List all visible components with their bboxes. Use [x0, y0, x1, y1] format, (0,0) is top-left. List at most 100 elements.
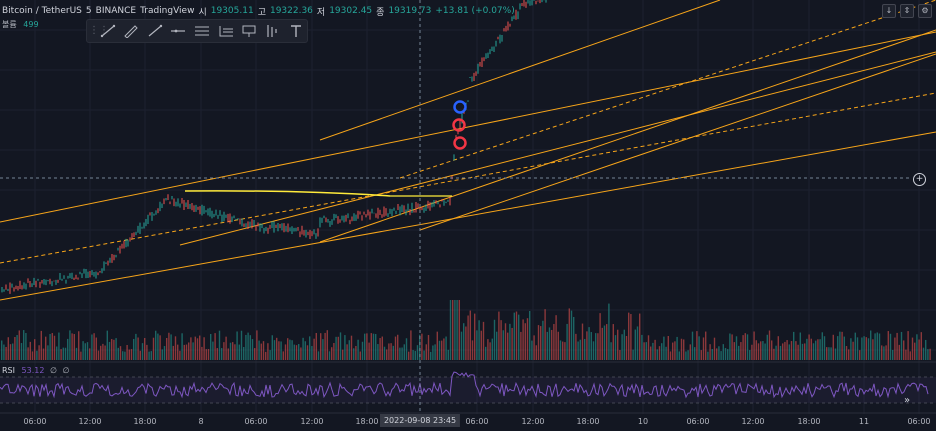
- volume-bar: [786, 340, 788, 360]
- volume-bar: [898, 344, 900, 360]
- volume-bars: [1, 300, 931, 360]
- dashed-trend-line: [399, 0, 936, 179]
- volume-bar: [425, 344, 427, 360]
- volume-bar: [542, 320, 544, 360]
- volume-bar: [31, 351, 34, 360]
- volume-bar: [357, 339, 359, 360]
- volume-bar: [212, 341, 214, 360]
- volume-bar: [689, 344, 691, 360]
- volume-bar: [544, 309, 546, 360]
- volume-bar: [14, 337, 16, 360]
- horizontal-ray-icon[interactable]: [168, 21, 190, 41]
- pencil-icon[interactable]: [121, 21, 143, 41]
- volume-bar: [218, 330, 221, 360]
- pair-name[interactable]: Bitcoin / TetherUS: [2, 6, 82, 16]
- volume-bar: [7, 337, 9, 360]
- volume-bar: [746, 334, 749, 360]
- volume-bar: [460, 331, 463, 360]
- volume-bar: [672, 342, 674, 360]
- volume-bar: [166, 337, 168, 360]
- source-name: TradingView: [140, 6, 195, 16]
- volume-bar: [925, 339, 927, 360]
- volume-bar: [773, 348, 775, 360]
- volume-bar: [929, 348, 931, 360]
- volume-bar: [287, 338, 289, 360]
- volume-bar: [738, 345, 740, 360]
- callout-icon[interactable]: [238, 21, 260, 41]
- volume-bar: [69, 330, 71, 360]
- volume-bar: [427, 335, 430, 360]
- high-value: 19322.36: [269, 6, 313, 16]
- volume-bar: [599, 313, 601, 360]
- volume-bar: [478, 320, 480, 360]
- volume-value: 499: [23, 20, 39, 29]
- time-axis[interactable]: 06:00 12:00 18:00 8 06:00 12:00 18:00 06:00 12:0…: [0, 414, 936, 431]
- volume-bar: [177, 344, 179, 360]
- time-tick: 12:00: [300, 417, 324, 426]
- circle-annotations[interactable]: [452, 100, 467, 150]
- volume-bar: [108, 341, 111, 360]
- scroll-down-icon[interactable]: ↓: [882, 4, 896, 18]
- volume-bar: [397, 334, 399, 360]
- add-alert-icon[interactable]: +: [913, 173, 926, 186]
- collapse-chevron-icon[interactable]: »: [904, 395, 911, 406]
- volume-bar: [346, 344, 348, 360]
- volume-bar: [181, 333, 183, 360]
- volume-bar: [304, 341, 306, 360]
- volume-bar: [883, 346, 885, 360]
- volume-bar: [434, 344, 436, 360]
- volume-bar: [892, 349, 894, 360]
- time-tick: 06:00: [244, 417, 268, 426]
- red-circle-marker: [452, 118, 466, 132]
- settings-icon[interactable]: ⚙: [918, 4, 932, 18]
- volume-bar: [586, 331, 588, 360]
- trend-line-icon[interactable]: [144, 21, 166, 41]
- volume-bar: [656, 349, 658, 360]
- volume-bar: [850, 338, 852, 360]
- trend-lines[interactable]: [0, 0, 936, 301]
- log-scale-icon[interactable]: ⇕: [900, 4, 914, 18]
- drag-handle-icon[interactable]: ⋮⋮: [89, 25, 109, 36]
- volume-bar: [870, 330, 872, 360]
- parallel-channel-icon[interactable]: [191, 21, 213, 41]
- volume-bar: [843, 336, 845, 360]
- trend-line: [319, 29, 936, 243]
- volume-bar: [755, 340, 757, 360]
- volume-bar: [588, 327, 590, 360]
- volume-bar: [25, 332, 27, 360]
- volume-bar: [27, 347, 29, 360]
- volume-bar: [535, 345, 537, 360]
- volume-bar: [555, 315, 557, 360]
- volume-bar: [872, 339, 874, 360]
- volume-bar: [916, 334, 918, 360]
- long-position-icon[interactable]: [262, 21, 284, 41]
- volume-bar: [911, 337, 914, 360]
- interval[interactable]: 5: [85, 6, 92, 16]
- rsi-line: [0, 371, 929, 399]
- volume-bar: [91, 334, 93, 360]
- volume-bar: [408, 351, 410, 360]
- text-icon[interactable]: [286, 21, 308, 41]
- volume-bar: [522, 319, 524, 360]
- volume-bar: [722, 344, 724, 360]
- volume-bar: [823, 336, 826, 360]
- volume-bar: [216, 348, 218, 360]
- volume-bar: [801, 343, 804, 360]
- volume-bar: [201, 346, 203, 360]
- volume-bar: [249, 335, 251, 360]
- volume-bar: [106, 330, 108, 360]
- volume-bar: [64, 347, 67, 360]
- volume-bar: [504, 323, 507, 360]
- volume-bar: [82, 341, 84, 360]
- volume-bar: [247, 332, 249, 360]
- volume-bar: [245, 334, 247, 360]
- fib-channel-icon[interactable]: [215, 21, 237, 41]
- volume-bar: [412, 350, 414, 360]
- brush-icon[interactable]: [97, 21, 119, 41]
- volume-bar: [205, 349, 207, 360]
- volume-bar: [260, 343, 262, 360]
- trend-line: [0, 31, 936, 223]
- volume-bar: [570, 310, 573, 360]
- time-tick: 10: [637, 417, 649, 426]
